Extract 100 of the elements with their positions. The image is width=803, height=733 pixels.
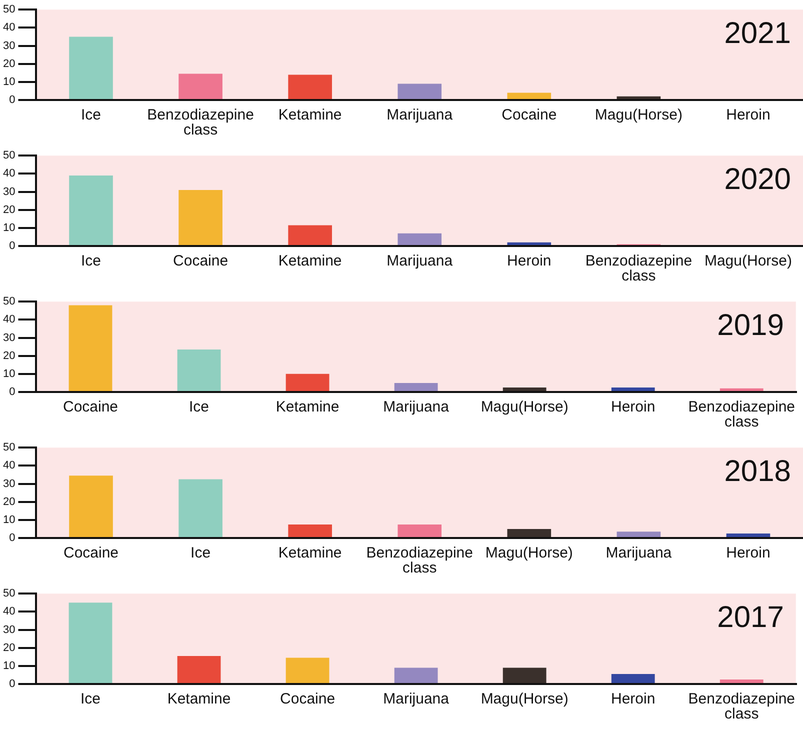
x-tick-label: Magu(Horse)	[594, 106, 682, 124]
y-tick-label: 20	[2, 350, 16, 362]
bar	[288, 74, 332, 99]
bar	[502, 668, 546, 683]
bar	[507, 528, 552, 537]
x-tick-label: Cocaine	[280, 690, 336, 708]
y-tick-label: 0	[9, 678, 16, 690]
y-tick-label: 40	[2, 22, 16, 34]
y-tick-label: 10	[2, 76, 16, 88]
x-tick-label: Heroin	[611, 690, 656, 708]
bar	[69, 476, 113, 537]
x-tick-label: Cocaine	[173, 252, 228, 270]
y-tick-label: 0	[9, 532, 16, 544]
x-tick-label: Ketamine	[278, 252, 342, 270]
x-tick-label: Marijuana	[606, 544, 672, 562]
bar	[726, 533, 770, 537]
bar	[69, 36, 113, 99]
bar	[177, 656, 221, 683]
x-tick-label: Ketamine	[276, 398, 340, 416]
bar	[611, 387, 655, 391]
x-tick-label: Heroin	[611, 398, 656, 416]
y-tick-label: 50	[2, 442, 16, 454]
bar	[68, 602, 112, 683]
x-tick-label: Ice	[80, 106, 102, 124]
y-tick-label: 10	[2, 514, 16, 526]
x-tick-label: Heroin	[726, 544, 770, 562]
bar	[502, 387, 546, 391]
x-tick-label: Heroin	[726, 106, 770, 124]
y-tick-label: 0	[9, 94, 16, 106]
x-tick-label: Ice	[80, 252, 102, 270]
y-tick-label: 20	[2, 642, 16, 654]
x-tick-label: Ketamine	[167, 690, 231, 708]
y-tick-label: 30	[2, 186, 16, 198]
y-tick-label: 10	[2, 660, 16, 672]
bar	[394, 668, 438, 683]
annotation: 2018	[724, 454, 791, 488]
bar	[611, 674, 655, 683]
bar	[178, 190, 222, 245]
x-tick-label: Ketamine	[278, 544, 342, 562]
y-tick-label: 30	[2, 40, 16, 52]
y-tick-label: 40	[2, 460, 16, 472]
y-tick-label: 20	[2, 58, 16, 70]
x-tick-label: Ice	[190, 544, 211, 562]
y-tick-label: 10	[2, 222, 16, 234]
x-tick-label: Heroin	[507, 252, 552, 270]
bar	[616, 532, 661, 537]
x-tick-label: Ice	[189, 398, 210, 416]
x-tick-label: Magu(Horse)	[704, 252, 792, 270]
x-tick-label: Cocaine	[502, 106, 557, 124]
bar	[616, 96, 661, 99]
x-tick-label: Marijuana	[386, 106, 454, 124]
bar	[720, 388, 764, 391]
bar	[178, 479, 222, 537]
x-tick-label: Magu(Horse)	[485, 544, 573, 562]
x-tick-label: Magu(Horse)	[480, 690, 568, 708]
annotation: 2020	[724, 162, 791, 196]
y-tick-label: 40	[2, 606, 16, 618]
x-tick-label: Benzodiazepine class	[147, 106, 254, 139]
bar	[286, 658, 330, 683]
y-tick-label: 40	[2, 314, 16, 326]
bar	[507, 242, 552, 245]
bar	[398, 84, 442, 99]
y-tick-label: 0	[9, 386, 16, 398]
x-tick-label: Magu(Horse)	[480, 398, 568, 416]
annotation: 2017	[717, 600, 784, 634]
bar	[394, 382, 438, 391]
x-tick-label: Benzodiazepine class	[585, 252, 692, 285]
y-tick-label: 50	[2, 150, 16, 162]
x-tick-label: Marijuana	[383, 398, 450, 416]
y-tick-label: 0	[9, 240, 16, 252]
y-tick-label: 10	[2, 368, 16, 380]
x-tick-label: Cocaine	[62, 398, 118, 416]
bar	[288, 524, 332, 537]
y-tick-label: 20	[2, 496, 16, 508]
y-tick-label: 50	[2, 4, 16, 16]
annotation: 2019	[717, 308, 784, 342]
bar	[177, 350, 221, 391]
y-tick-label: 50	[2, 588, 16, 600]
x-tick-label: Cocaine	[63, 544, 119, 562]
bar	[398, 233, 442, 245]
x-tick-label: Benzodiazepine class	[688, 398, 796, 431]
y-tick-label: 40	[2, 168, 16, 180]
y-tick-label: 30	[2, 624, 16, 636]
y-tick-label: 30	[2, 478, 16, 490]
bar	[286, 374, 330, 391]
y-tick-label: 50	[2, 296, 16, 308]
x-tick-label: Marijuana	[386, 252, 454, 270]
x-tick-label: Ice	[80, 690, 101, 708]
bar	[68, 305, 112, 391]
bar	[507, 92, 552, 99]
bar	[288, 225, 332, 245]
y-tick-label: 30	[2, 332, 16, 344]
x-tick-label: Benzodiazepine class	[688, 690, 796, 723]
x-tick-label: Marijuana	[383, 690, 450, 708]
x-tick-label: Ketamine	[278, 106, 342, 124]
annotation: 2021	[724, 16, 791, 50]
bar	[398, 524, 442, 537]
x-tick-label: Benzodiazepine class	[366, 544, 473, 577]
bar	[720, 679, 764, 683]
bar	[178, 74, 222, 99]
